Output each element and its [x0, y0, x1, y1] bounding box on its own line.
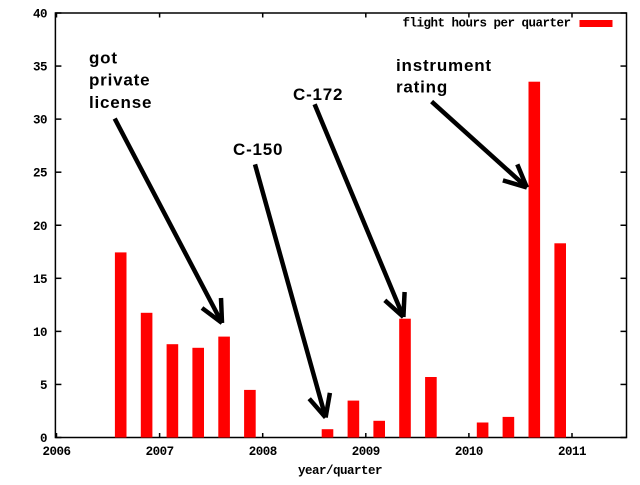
- svg-text:2006: 2006: [42, 445, 70, 459]
- svg-text:35: 35: [33, 61, 47, 75]
- svg-text:25: 25: [33, 167, 47, 181]
- svg-text:40: 40: [33, 8, 47, 22]
- svg-text:20: 20: [33, 220, 47, 234]
- svg-text:private: private: [89, 71, 150, 90]
- svg-text:year/quarter: year/quarter: [298, 464, 382, 478]
- svg-text:got: got: [89, 49, 118, 68]
- svg-text:5: 5: [40, 379, 47, 393]
- svg-text:license: license: [89, 93, 152, 112]
- svg-text:30: 30: [33, 114, 47, 128]
- svg-text:2007: 2007: [146, 445, 174, 459]
- svg-text:flight hours per quarter: flight hours per quarter: [402, 17, 570, 31]
- svg-text:2008: 2008: [249, 445, 277, 459]
- svg-text:10: 10: [33, 326, 47, 340]
- svg-text:0: 0: [40, 432, 47, 446]
- svg-text:C-172: C-172: [293, 85, 343, 104]
- svg-text:rating: rating: [396, 78, 448, 97]
- svg-text:15: 15: [33, 273, 47, 287]
- svg-text:2010: 2010: [455, 445, 483, 459]
- svg-text:C-150: C-150: [233, 140, 283, 159]
- svg-text:instrument: instrument: [396, 56, 492, 75]
- svg-text:2011: 2011: [558, 445, 586, 459]
- svg-text:2009: 2009: [352, 445, 380, 459]
